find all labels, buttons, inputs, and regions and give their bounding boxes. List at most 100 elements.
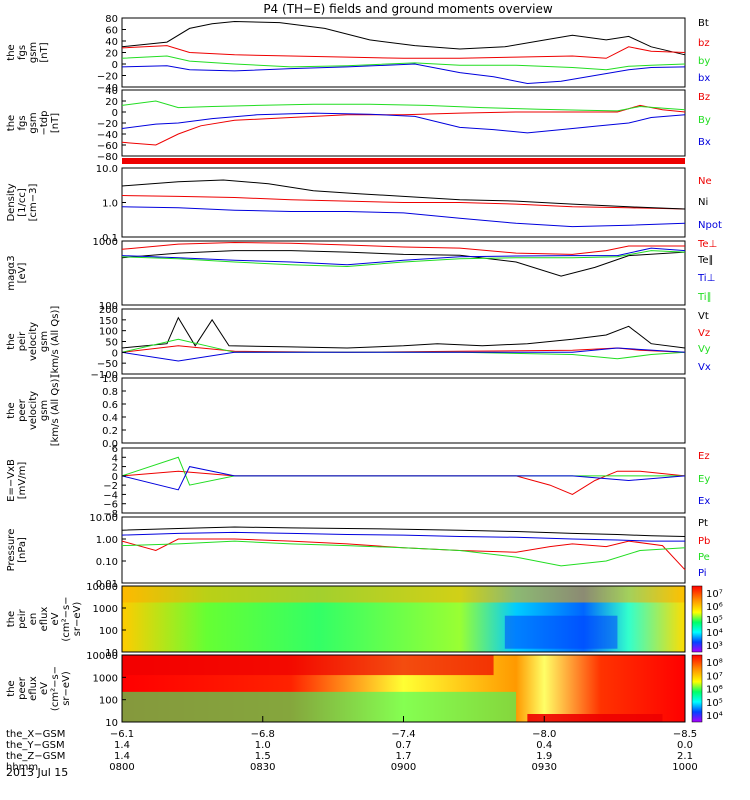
- y-tick-label: 2: [112, 463, 118, 474]
- ephemeris-value: 0.7: [396, 740, 412, 751]
- legend-label: Pt: [698, 518, 708, 529]
- legend-label: Vz: [698, 328, 710, 339]
- series-line: [121, 347, 686, 362]
- ephemeris-value: 1.0: [255, 740, 271, 751]
- y-tick-label: 1.0: [102, 199, 118, 210]
- y-tick-label: 80: [105, 14, 118, 25]
- y-tick-label: 1000: [93, 237, 118, 248]
- ephemeris-value: 1.9: [536, 751, 552, 762]
- y-tick-label: 0: [112, 60, 118, 71]
- y-tick-label: 1000: [93, 604, 118, 615]
- colorbar-tick-label: 10⁵: [706, 615, 723, 626]
- ephemeris-value: 0900: [391, 762, 416, 773]
- y-tick-label: 1.00: [96, 535, 118, 546]
- legend-label: by: [698, 56, 710, 67]
- legend-label: Te⊥: [697, 239, 717, 250]
- legend-label: bx: [698, 73, 710, 84]
- panel-10: 10⁸ 10⁷ 10⁶ 10⁵ 10⁴ 10000 1000 100 10 thepeereflu…: [6, 651, 723, 729]
- panel-frame: [121, 585, 686, 653]
- series-line: [121, 247, 686, 266]
- y-tick-label: 0: [112, 472, 118, 483]
- panel-frame: [121, 447, 686, 514]
- y-axis-label: thepeirvelocitygsm[km/s (All Qs)]: [6, 306, 61, 378]
- series-line: [121, 206, 686, 228]
- panel-frame: [121, 516, 686, 584]
- panel-frame: [121, 308, 686, 375]
- legend-label: Ne: [698, 176, 712, 187]
- series-line: [121, 470, 686, 495]
- y-tick-label: 40: [105, 86, 118, 97]
- y-axis-label: Density[1/cc][cm−3]: [6, 183, 39, 221]
- y-tick-label: 1.0: [102, 374, 118, 385]
- y-tick-label: −8: [103, 509, 118, 520]
- series-line: [121, 526, 686, 537]
- legend-label: Bt: [698, 18, 709, 29]
- y-tick-label: −40: [97, 83, 118, 94]
- y-tick-label: 100: [99, 327, 118, 338]
- y-axis-label: Pressure[nPa]: [6, 529, 28, 572]
- legend-label: Ti∥: [697, 292, 712, 303]
- panel-stack: Btbzbybx806040200−20−40thefgsgsm[nT]BzBy…: [6, 14, 723, 729]
- y-tick-label: −20: [97, 119, 118, 130]
- colorbar-tick-label: 10⁴: [706, 628, 723, 639]
- series-line: [121, 540, 686, 567]
- y-tick-label: −50: [97, 359, 118, 370]
- y-axis-label: thefgsgsm−tdp[nT]: [6, 111, 61, 136]
- y-tick-label: 0: [112, 108, 118, 119]
- colorbar-tick-label: 10⁶: [706, 602, 723, 613]
- y-tick-label: −80: [97, 152, 118, 163]
- y-tick-label: 50: [105, 338, 118, 349]
- ephemeris-value: 0800: [109, 762, 134, 773]
- series-line: [121, 45, 686, 59]
- heatmap-band: [122, 655, 494, 676]
- legend-label: bz: [698, 38, 710, 49]
- legend-label: Pb: [698, 536, 710, 547]
- y-tick-label: −40: [97, 130, 118, 141]
- series-line: [121, 20, 686, 56]
- y-tick-label: 20: [105, 97, 118, 108]
- panel-9: 10⁷ 10⁶ 10⁵ 10⁴ 10³ 10000 1000 100 10 thepeirenef…: [6, 582, 723, 659]
- y-tick-label: 0.6: [102, 400, 118, 411]
- ephemeris-value: 0830: [250, 762, 275, 773]
- colorbar-tick-label: 10⁶: [706, 685, 723, 696]
- heatmap-band: [122, 586, 685, 603]
- y-tick-label: 40: [105, 37, 118, 48]
- ephemeris-row-label: the_Y−GSM: [6, 740, 65, 751]
- mode-bar: [122, 158, 685, 164]
- heatmap-band: [504, 615, 618, 649]
- y-tick-label: 100: [99, 626, 118, 637]
- y-tick-label: 100: [99, 301, 118, 312]
- panel-3: Ne Ni Npot 10.0 1.0 0.1 Density[1/cc][cm−3]: [6, 164, 722, 244]
- legend-label: Ti⊥: [697, 273, 715, 284]
- ephemeris-value: −6.8: [251, 729, 275, 740]
- ephemeris-value: 1.4: [114, 740, 130, 751]
- series-line: [121, 241, 685, 255]
- ephemeris-value: −8.0: [532, 729, 556, 740]
- y-tick-label: 10.0: [96, 164, 118, 175]
- y-tick-label: −4: [103, 490, 118, 501]
- y-tick-label: 10000: [86, 651, 118, 662]
- y-tick-label: 4: [112, 453, 118, 464]
- series-line: [121, 531, 685, 542]
- series-line: [121, 100, 686, 112]
- y-tick-label: −100: [91, 370, 118, 381]
- y-axis-label: E=−VxB[mV/m]: [6, 459, 28, 502]
- colorbar-tick-label: 10³: [706, 641, 723, 652]
- y-tick-label: −6: [103, 500, 118, 511]
- legend-label: Te∥: [697, 255, 714, 266]
- ephemeris-value: 0930: [532, 762, 557, 773]
- chart-title: P4 (TH−E) fields and ground moments over…: [263, 2, 553, 16]
- y-tick-label: 10: [105, 648, 118, 659]
- series-line: [121, 250, 686, 277]
- series-line: [121, 250, 686, 268]
- series-line: [121, 63, 686, 85]
- y-tick-label: 10000: [86, 582, 118, 593]
- legend-label: Pe: [698, 552, 710, 563]
- y-tick-label: 200: [99, 305, 118, 316]
- legend-label: Vt: [698, 311, 709, 322]
